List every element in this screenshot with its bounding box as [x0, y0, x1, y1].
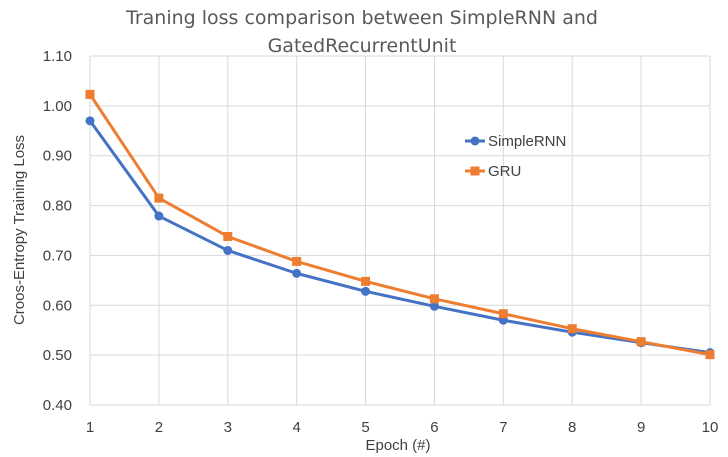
- series-group: [85, 89, 715, 360]
- x-tick-label: 10: [702, 419, 719, 436]
- data-point: [636, 337, 646, 347]
- data-point: [154, 193, 164, 203]
- chart-title-line-1: Traning loss comparison between SimpleRN…: [125, 7, 598, 29]
- x-tick-label: 1: [86, 419, 94, 436]
- y-tick-label: 0.70: [43, 247, 72, 264]
- data-point: [567, 324, 577, 334]
- x-tick-label: 3: [224, 419, 232, 436]
- data-point: [429, 301, 439, 311]
- y-tick-label: 0.40: [43, 397, 72, 414]
- legend-marker: [470, 136, 480, 146]
- data-point: [223, 245, 233, 255]
- x-tick-label: 2: [155, 419, 163, 436]
- series-line: [88, 119, 711, 355]
- chart-title-line-2: GatedRecurrentUnit: [268, 35, 457, 57]
- series-gru: [85, 89, 715, 360]
- x-tick-label: 8: [568, 419, 576, 436]
- y-tick-label: 0.90: [43, 148, 72, 165]
- data-point: [705, 350, 715, 360]
- legend: SimpleRNN GRU: [465, 133, 566, 180]
- x-axis-ticks: 1 2 3 4 5 6 7 8 9 10: [86, 419, 719, 436]
- x-tick-label: 7: [499, 419, 507, 436]
- y-axis-ticks: 0.40 0.50 0.60 0.70 0.80 0.90 1.00 1.10: [43, 48, 72, 414]
- data-point: [223, 231, 233, 241]
- legend-marker: [470, 166, 480, 176]
- y-tick-label: 1.10: [43, 48, 72, 65]
- x-tick-label: 4: [292, 419, 300, 436]
- data-point: [85, 116, 95, 126]
- data-point: [292, 256, 302, 266]
- data-point: [154, 211, 164, 221]
- legend-label: SimpleRNN: [488, 133, 566, 150]
- data-point: [429, 294, 439, 304]
- data-point: [85, 89, 95, 99]
- x-tick-label: 9: [637, 419, 645, 436]
- legend-item-gru: GRU: [465, 163, 521, 180]
- y-tick-label: 0.60: [43, 297, 72, 314]
- x-axis-title: Epoch (#): [365, 437, 430, 454]
- series-simplernn: [85, 116, 715, 358]
- y-tick-label: 0.50: [43, 347, 72, 364]
- x-tick-label: 5: [361, 419, 369, 436]
- data-point: [361, 276, 371, 286]
- data-point: [292, 268, 302, 278]
- y-axis-title: Croos-Entropy Training Loss: [11, 135, 28, 325]
- legend-item-simplernn: SimpleRNN: [465, 133, 566, 150]
- x-tick-label: 6: [430, 419, 438, 436]
- legend-label: GRU: [488, 163, 521, 180]
- series-line: [88, 93, 711, 357]
- y-tick-label: 1.00: [43, 98, 72, 115]
- data-point: [361, 286, 371, 296]
- gridlines: [89, 55, 711, 406]
- y-tick-label: 0.80: [43, 198, 72, 215]
- data-point: [498, 309, 508, 319]
